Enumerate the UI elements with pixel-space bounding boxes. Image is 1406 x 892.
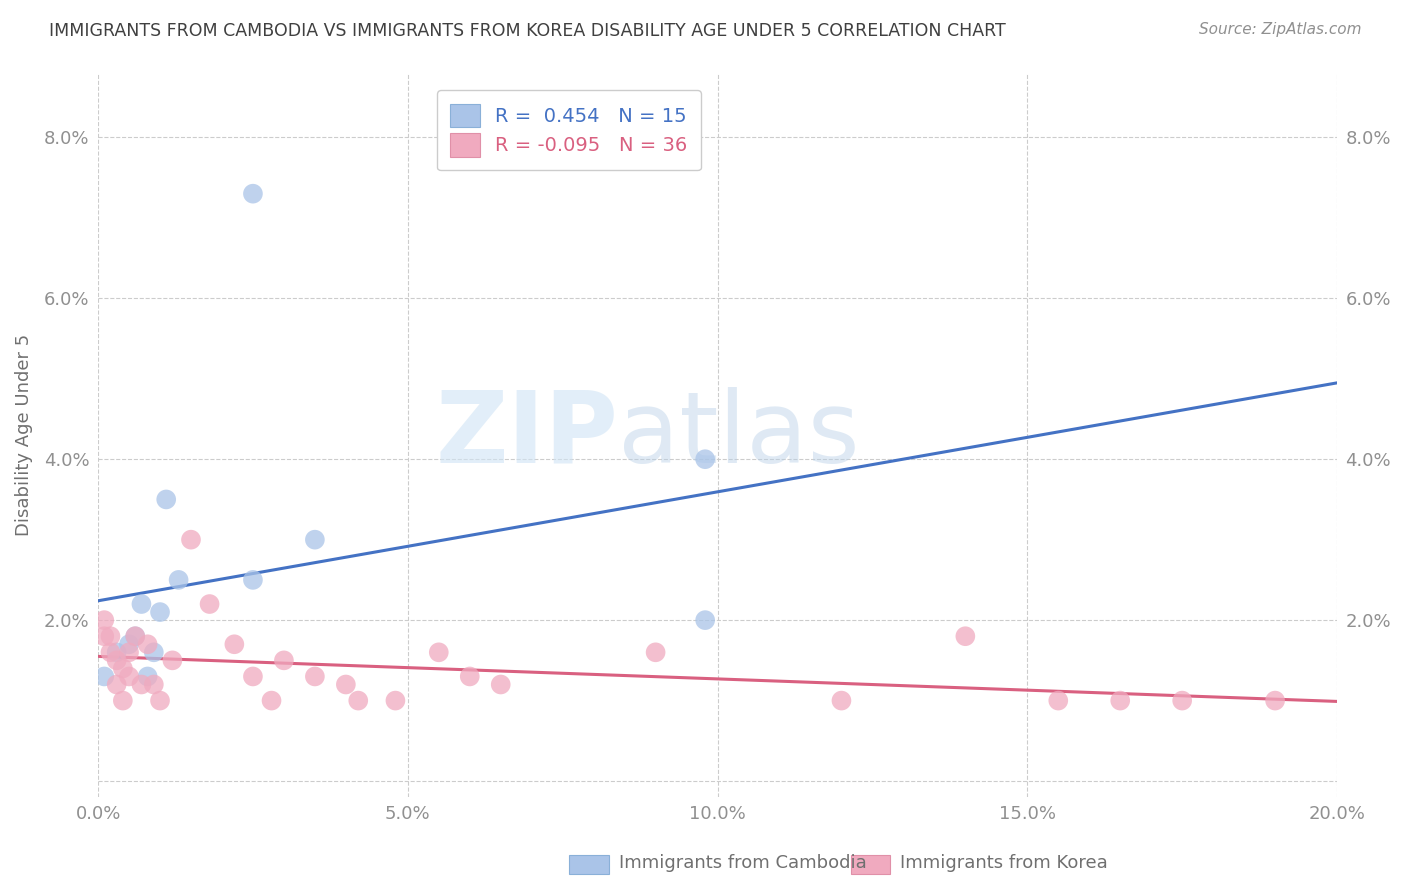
Point xyxy=(100,629,122,643)
Point xyxy=(111,693,134,707)
Point xyxy=(142,645,165,659)
Point xyxy=(198,597,221,611)
Text: IMMIGRANTS FROM CAMBODIA VS IMMIGRANTS FROM KOREA DISABILITY AGE UNDER 5 CORRELA: IMMIGRANTS FROM CAMBODIA VS IMMIGRANTS F… xyxy=(49,22,1005,40)
Point xyxy=(118,637,141,651)
Point xyxy=(224,637,246,651)
Point xyxy=(131,677,153,691)
Point xyxy=(100,645,122,659)
Point xyxy=(304,533,326,547)
Point xyxy=(93,629,115,643)
Point xyxy=(273,653,295,667)
Text: Source: ZipAtlas.com: Source: ZipAtlas.com xyxy=(1198,22,1361,37)
Point xyxy=(458,669,481,683)
Point xyxy=(830,693,852,707)
Point xyxy=(955,629,977,643)
Point xyxy=(260,693,283,707)
Point xyxy=(105,645,128,659)
Point xyxy=(242,573,264,587)
Point xyxy=(167,573,190,587)
Point xyxy=(111,661,134,675)
Point xyxy=(242,186,264,201)
Point xyxy=(118,669,141,683)
Point xyxy=(149,605,172,619)
Point xyxy=(162,653,184,667)
Point xyxy=(93,613,115,627)
Point xyxy=(149,693,172,707)
Point xyxy=(93,669,115,683)
Point xyxy=(105,653,128,667)
Point xyxy=(155,492,177,507)
Point xyxy=(644,645,666,659)
Point xyxy=(304,669,326,683)
Legend: R =  0.454   N = 15, R = -0.095   N = 36: R = 0.454 N = 15, R = -0.095 N = 36 xyxy=(437,90,702,170)
Point xyxy=(180,533,202,547)
Y-axis label: Disability Age Under 5: Disability Age Under 5 xyxy=(15,334,32,536)
Point xyxy=(242,669,264,683)
Point xyxy=(136,669,159,683)
Point xyxy=(347,693,370,707)
Point xyxy=(124,629,146,643)
Point xyxy=(136,637,159,651)
Point xyxy=(131,597,153,611)
Point xyxy=(118,645,141,659)
Text: atlas: atlas xyxy=(619,386,860,483)
Point xyxy=(1109,693,1132,707)
Point xyxy=(105,677,128,691)
Point xyxy=(1264,693,1286,707)
Point xyxy=(695,452,717,467)
Point xyxy=(695,613,717,627)
Point xyxy=(142,677,165,691)
Text: ZIP: ZIP xyxy=(436,386,619,483)
Point xyxy=(335,677,357,691)
Point xyxy=(489,677,512,691)
Point xyxy=(124,629,146,643)
Point xyxy=(384,693,406,707)
Text: Immigrants from Cambodia: Immigrants from Cambodia xyxy=(619,855,866,872)
Point xyxy=(1047,693,1070,707)
Point xyxy=(427,645,450,659)
Text: Immigrants from Korea: Immigrants from Korea xyxy=(900,855,1108,872)
Point xyxy=(1171,693,1194,707)
